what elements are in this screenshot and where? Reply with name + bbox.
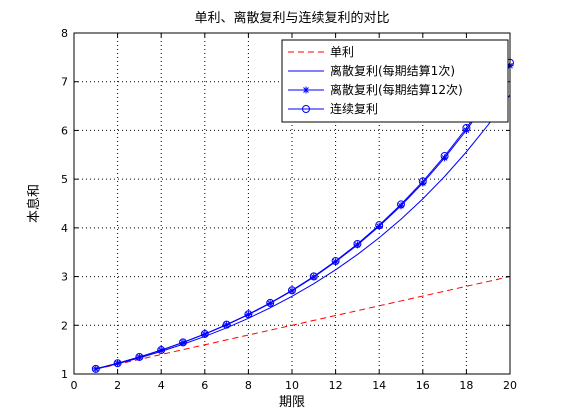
x-tick-label: 6 [201,379,208,392]
series-1 [95,276,511,370]
y-tick-label: 6 [61,124,68,137]
data-point [288,286,296,295]
data-point [244,310,253,319]
x-tick-label: 18 [459,379,473,392]
series-group [91,58,514,373]
y-tick-label: 8 [61,27,68,40]
x-tick-label: 10 [285,379,299,392]
legend-marker [302,105,310,113]
x-tick-label: 14 [372,379,386,392]
y-tick-label: 5 [61,173,68,186]
data-point [418,177,427,186]
data-point [310,273,318,281]
axes [73,32,511,375]
data-point [266,298,275,307]
legend-box [281,39,509,123]
data-point [353,241,361,249]
chart-title: 单利、离散复利与连续复利的对比 [194,10,389,26]
data-point [419,179,427,187]
x-tick-label: 16 [416,379,430,392]
legend-label: 单利 [330,45,354,59]
data-point [353,239,362,248]
legend-label: 离散复利(每期结算1次) [330,63,455,78]
x-tick-label: 0 [71,379,78,392]
data-point [113,359,122,368]
x-tick-label: 8 [245,379,252,392]
series-line [95,276,511,370]
data-point [462,124,471,133]
data-point [462,126,470,134]
data-point [332,258,340,266]
legend-marker [302,86,310,94]
data-point [309,272,318,281]
x-axis-label: 期限 [279,395,305,410]
data-point [440,152,449,161]
data-point [375,222,383,230]
data-point [200,329,209,338]
y-tick-label: 7 [61,76,68,89]
y-tick-label: 2 [61,319,68,332]
y-tick-label: 3 [61,271,68,284]
data-point [91,364,100,373]
legend-entry-1: 单利 [288,45,354,59]
data-point [397,202,405,210]
legend-entry-4: 连续复利 [288,101,378,116]
y-axis-label: 本息和 [26,184,42,223]
data-point [179,338,187,347]
data-point [441,154,449,162]
data-point [157,346,166,355]
y-tick-label: 4 [61,222,68,235]
data-point [397,200,405,209]
legend-entry-2: 离散复利(每期结算1次) [288,63,455,78]
data-point [222,320,231,329]
x-tick-label: 20 [503,379,517,392]
legend-label: 连续复利 [330,101,378,116]
x-tick-label: 12 [329,379,343,392]
y-tick-label: 1 [61,368,68,381]
data-point [375,221,384,230]
data-point [92,365,100,373]
data-point [331,256,340,265]
legend-entry-3: 离散复利(每期结算12次) [288,82,463,97]
data-point [135,352,144,361]
legend-label: 离散复利(每期结算12次) [330,82,463,97]
x-tick-label: 4 [158,379,165,392]
x-tick-label: 2 [114,379,121,392]
